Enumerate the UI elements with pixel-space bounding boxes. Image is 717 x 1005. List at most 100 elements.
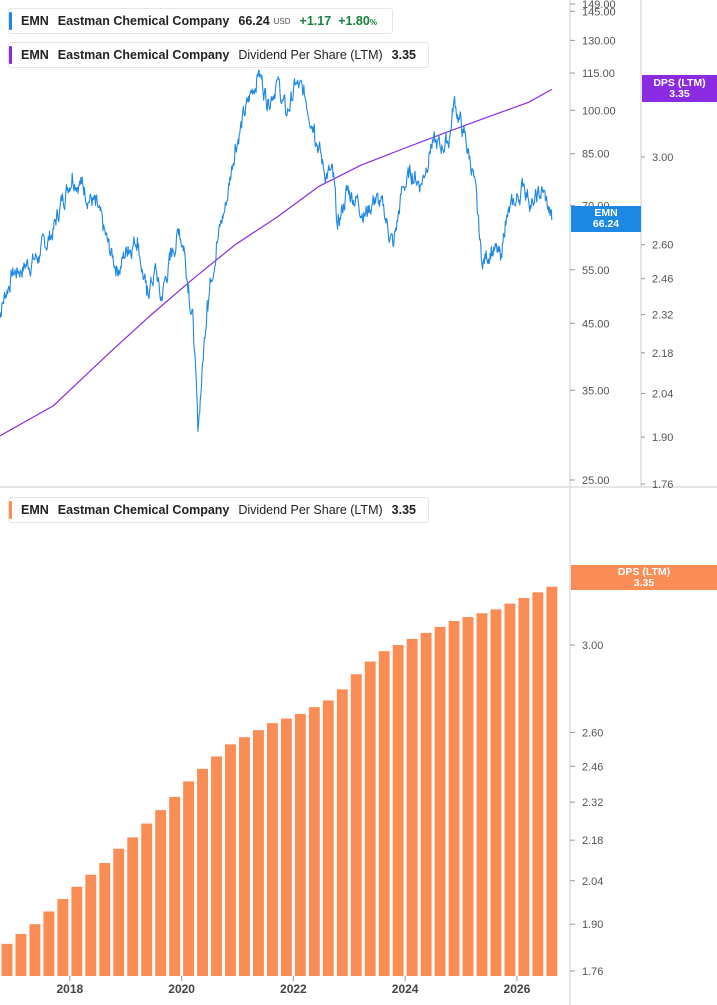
dps-bar — [420, 632, 432, 976]
dps-bar — [57, 899, 69, 976]
dps-bar — [532, 592, 544, 976]
price-axis-label: 25.00 — [582, 475, 610, 487]
dps-bottom-axis-label: 1.90 — [582, 919, 603, 931]
price-axis-label: 145.00 — [582, 6, 616, 18]
dps-bar-legend-company: Eastman Chemical Company — [57, 503, 230, 517]
dps-bar — [127, 837, 139, 976]
dps-bar-legend-metric: Dividend Per Share (LTM) — [238, 503, 383, 517]
dps-bar — [15, 933, 27, 976]
dps-bottom-axis-label: 2.32 — [582, 797, 603, 809]
dps-line-legend-metric: Dividend Per Share (LTM) — [238, 48, 383, 62]
dps-bar — [406, 638, 418, 976]
x-axis-label: 2022 — [280, 982, 307, 996]
price-legend[interactable]: EMN Eastman Chemical Company 66.24 USD +… — [8, 8, 393, 34]
dps-bottom-last-value-tag: DPS (LTM) 3.35 — [571, 565, 717, 590]
dps-bar — [462, 617, 474, 976]
dps-top-last-value-tag: DPS (LTM) 3.35 — [642, 75, 717, 102]
dps-bar — [378, 651, 390, 976]
dps-top-tag-label: DPS (LTM) — [653, 76, 706, 89]
dps-bar — [29, 924, 41, 976]
dps-line-legend-ticker: EMN — [21, 48, 49, 62]
dps-bottom-axis-label: 2.04 — [582, 876, 603, 888]
dps-bar — [266, 723, 278, 976]
dps-bar — [392, 645, 404, 976]
dps-bar — [197, 768, 209, 976]
dps-top-axis-label: 3.00 — [652, 152, 673, 164]
dps-bar-legend-ticker: EMN — [21, 503, 49, 517]
dps-line-series — [0, 88, 553, 437]
dps-line-legend-company: Eastman Chemical Company — [57, 48, 230, 62]
dps-bar — [183, 781, 195, 976]
x-axis-label: 2024 — [392, 982, 419, 996]
dps-top-axis-label: 2.04 — [652, 388, 673, 400]
dps-bar — [239, 737, 250, 976]
price-axis-label: 115.00 — [582, 68, 615, 80]
price-axis-label: 35.00 — [582, 385, 610, 397]
dps-bar — [308, 707, 320, 976]
dps-bar — [490, 609, 502, 976]
price-tag-value: 66.24 — [592, 218, 620, 230]
dps-bar-legend-swatch — [9, 501, 12, 519]
price-legend-change-pct: +1.80% — [338, 14, 377, 28]
dps-bottom-axis-label: 3.00 — [582, 640, 603, 652]
price-legend-change-pct-value: +1.80 — [338, 14, 370, 28]
dps-bottom-axis-label: 2.46 — [582, 761, 603, 773]
dps-line-legend[interactable]: EMN Eastman Chemical Company Dividend Pe… — [8, 42, 429, 68]
x-axis-label: 2020 — [168, 982, 195, 996]
dps-bar — [155, 810, 167, 976]
dps-line — [0, 88, 553, 437]
dps-bottom-tag-label: DPS (LTM) — [617, 565, 671, 578]
dps-bar — [336, 689, 348, 976]
dps-top-axis-label: 2.18 — [652, 348, 673, 360]
dps-top-axis-label: 2.46 — [652, 274, 673, 286]
dps-bar — [546, 586, 558, 976]
dps-bar — [434, 626, 446, 976]
dps-bar — [1, 943, 13, 976]
dps-bar — [253, 730, 264, 976]
dps-bar — [85, 874, 97, 976]
dps-bar — [518, 597, 530, 976]
dps-bottom-tag-value: 3.35 — [633, 576, 655, 589]
dps-bar — [71, 886, 83, 976]
dps-bar — [113, 848, 125, 976]
dps-bar — [169, 796, 181, 976]
price-legend-swatch — [9, 12, 12, 30]
dps-top-axis-label: 1.90 — [652, 432, 673, 444]
dps-bottom-axis-label: 2.18 — [582, 835, 603, 847]
dps-line-legend-value: 3.35 — [391, 48, 416, 62]
dps-bar — [350, 674, 362, 976]
dps-bar — [448, 621, 460, 976]
price-legend-pct-sign: % — [369, 18, 377, 27]
x-axis-label: 2018 — [57, 982, 84, 996]
x-axis-label: 2026 — [504, 982, 531, 996]
dps-bar — [225, 744, 236, 976]
price-axis-label: 100.00 — [582, 105, 616, 117]
dps-bar-legend[interactable]: EMN Eastman Chemical Company Dividend Pe… — [8, 497, 429, 523]
dps-bar — [476, 613, 488, 976]
dps-top-axis-label: 1.76 — [652, 479, 673, 491]
dps-bar — [364, 661, 376, 976]
dps-bottom-axis-label: 2.60 — [582, 727, 603, 739]
dps-bar — [43, 911, 55, 976]
price-tag-ticker: EMN — [594, 207, 618, 219]
dps-top-tag-value: 3.35 — [669, 87, 690, 100]
price-axis-label: 85.00 — [582, 149, 610, 161]
price-line-series — [0, 69, 553, 432]
dps-line-legend-swatch — [9, 46, 12, 64]
price-axis-label: 130.00 — [582, 35, 616, 47]
price-axis-label: 45.00 — [582, 318, 610, 330]
dps-bar — [99, 863, 111, 976]
dps-bar — [294, 713, 306, 976]
price-legend-company: Eastman Chemical Company — [57, 14, 230, 28]
dps-bar — [280, 718, 292, 976]
price-legend-currency: USD — [273, 16, 291, 26]
axes: 25.0035.0045.0055.0070.0085.00100.00115.… — [57, 0, 674, 996]
price-axis-label: 149.00 — [582, 0, 616, 11]
price-last-value-tag: EMN 66.24 — [571, 206, 641, 232]
dps-bars — [1, 586, 558, 976]
price-legend-value: 66.24 — [238, 14, 270, 28]
price-legend-ticker: EMN — [21, 14, 49, 28]
dps-top-axis-label: 2.60 — [652, 240, 673, 252]
price-legend-change: +1.17 — [299, 14, 332, 28]
